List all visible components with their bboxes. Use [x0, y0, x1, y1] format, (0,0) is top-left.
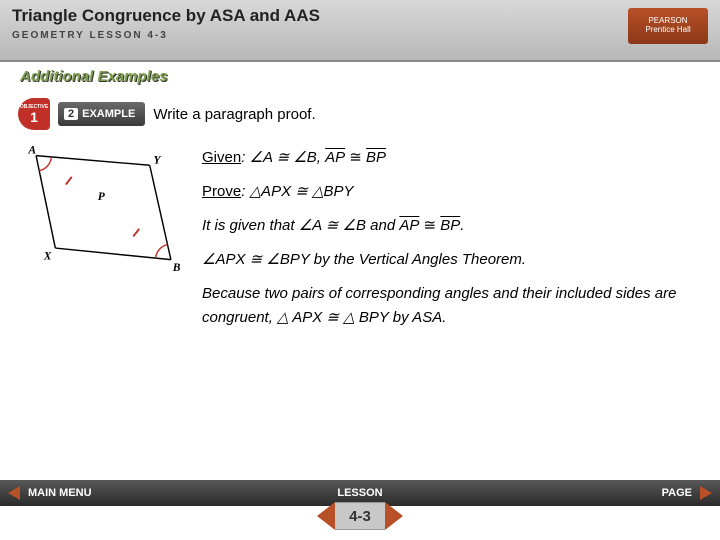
lesson-label: LESSON	[337, 487, 382, 499]
svg-text:Y: Y	[154, 154, 162, 166]
prove-label: Prove	[202, 183, 241, 200]
given-line: Given: ∠A ≅ ∠B, AP ≅ BP	[202, 146, 702, 170]
lesson-nav[interactable]: LESSON	[238, 487, 483, 499]
page-nav[interactable]: PAGE	[482, 487, 720, 499]
svg-text:A: A	[27, 146, 36, 157]
publisher-logo: PEARSON Prentice Hall	[628, 8, 708, 44]
prompt-row: OBJECTIVE 1 2 EXAMPLE Write a paragraph …	[18, 98, 702, 130]
additional-examples-label: Additional Examples	[20, 68, 168, 85]
lesson-num: 4-3	[335, 502, 385, 530]
body-row: A X P Y B Given: ∠A ≅ ∠B, AP ≅ BP Prove: △AP…	[18, 146, 702, 340]
seg-ap: AP	[325, 150, 345, 165]
objective-num: 1	[30, 110, 38, 124]
seg-bp: BP	[366, 150, 386, 165]
additional-examples-bar: Additional Examples	[0, 62, 720, 90]
main-menu-label: MAIN MENU	[28, 487, 92, 499]
prev-arrow-icon[interactable]	[317, 502, 335, 530]
lesson-flag: 4-3	[0, 506, 720, 540]
example-badge: 2 EXAMPLE	[58, 102, 145, 126]
objective-badge: OBJECTIVE 1	[18, 98, 50, 130]
para-1: It is given that ∠A ≅ ∠B and AP ≅ BP.	[202, 214, 702, 238]
lesson-selector[interactable]: 4-3	[317, 502, 403, 530]
logo-bottom: Prentice Hall	[645, 26, 690, 35]
footer: MAIN MENU LESSON PAGE 4-3	[0, 480, 720, 540]
para-3: Because two pairs of corresponding angle…	[202, 282, 702, 330]
header: Triangle Congruence by ASA and AAS GEOME…	[0, 0, 720, 62]
given-label: Given	[202, 149, 241, 166]
arrow-right-icon	[700, 486, 712, 500]
cong-1: ≅	[345, 149, 366, 166]
svg-text:X: X	[43, 251, 52, 263]
prompt-text: Write a paragraph proof.	[153, 106, 315, 123]
triangle-diagram: A X P Y B	[18, 146, 188, 276]
main-menu-button[interactable]: MAIN MENU	[0, 487, 238, 499]
arrow-left-icon	[8, 486, 20, 500]
para-2: ∠APX ≅ ∠BPY by the Vertical Angles Theor…	[202, 248, 702, 272]
next-arrow-icon[interactable]	[385, 502, 403, 530]
prove-line: Prove: △APX ≅ △BPY	[202, 180, 702, 204]
lesson-subtitle: GEOMETRY LESSON 4-3	[12, 30, 708, 41]
prove-body: : △APX ≅ △BPY	[241, 183, 353, 200]
given-body: : ∠A ≅ ∠B,	[241, 149, 325, 166]
seg-bp-2: BP	[440, 218, 460, 233]
content-area: OBJECTIVE 1 2 EXAMPLE Write a paragraph …	[0, 90, 720, 480]
example-num: 2	[64, 108, 78, 120]
seg-ap-2: AP	[399, 218, 419, 233]
cong-2: ≅	[419, 217, 440, 234]
svg-text:P: P	[98, 191, 106, 203]
svg-text:B: B	[172, 262, 181, 274]
page-label: PAGE	[662, 487, 692, 499]
p1a: It is given that ∠A ≅ ∠B and	[202, 217, 399, 234]
example-label: EXAMPLE	[82, 108, 135, 120]
lesson-title: Triangle Congruence by ASA and AAS	[12, 6, 708, 26]
p1e: .	[460, 217, 464, 234]
proof-text: Given: ∠A ≅ ∠B, AP ≅ BP Prove: △APX ≅ △B…	[202, 146, 702, 340]
